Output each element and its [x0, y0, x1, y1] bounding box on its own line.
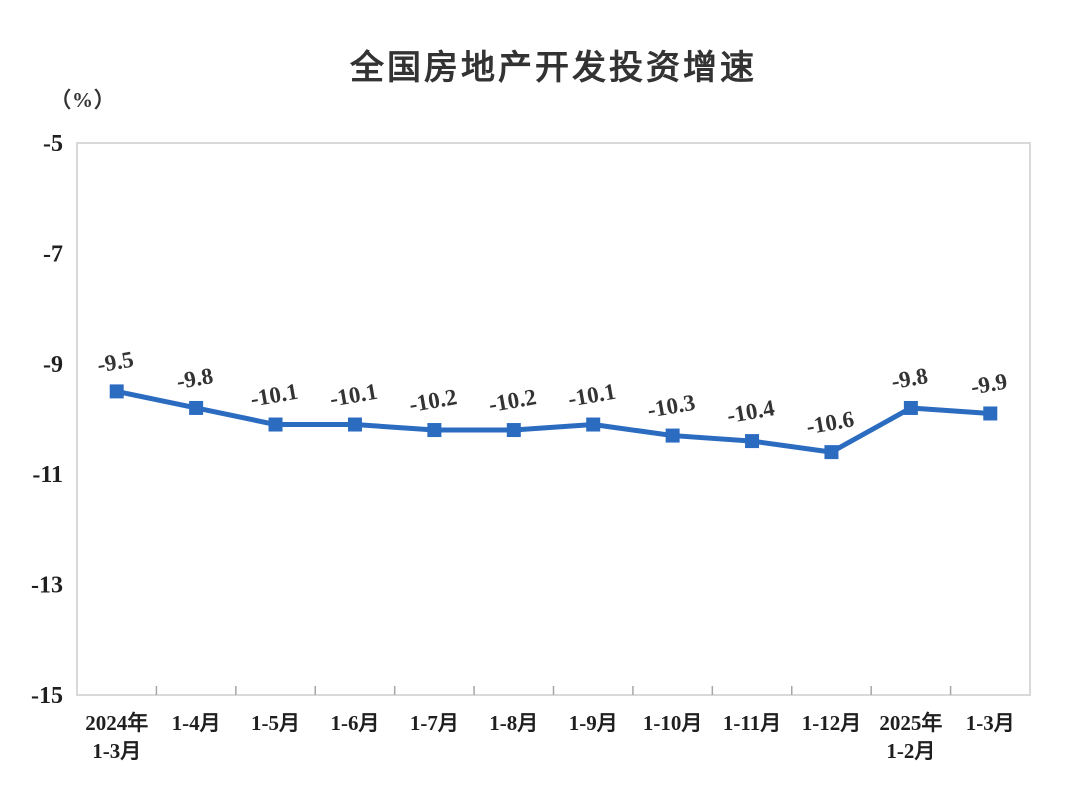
- data-point-marker: [903, 400, 918, 415]
- y-axis-tick-label: -5: [43, 131, 63, 157]
- x-axis-category-label: 1-6月: [330, 711, 379, 735]
- data-point-label: -10.1: [566, 379, 618, 412]
- data-point-marker: [745, 434, 760, 449]
- data-point-label: -10.1: [328, 379, 380, 412]
- y-axis-unit-label: （%）: [50, 88, 116, 112]
- x-axis-category-label: 2025年: [879, 711, 942, 735]
- x-axis-category-label: 1-4月: [172, 711, 221, 735]
- y-axis-tick-label: -13: [31, 573, 63, 599]
- data-point-label: -10.1: [248, 379, 300, 412]
- x-axis-category-label: 1-11月: [723, 711, 781, 735]
- data-point-label: -9.9: [969, 369, 1009, 400]
- data-point-label: -10.3: [646, 390, 698, 423]
- data-point-label: -10.6: [804, 406, 856, 439]
- data-point-label: -10.2: [407, 384, 459, 417]
- data-point-marker: [268, 417, 283, 432]
- x-axis-category-label: 1-3月: [966, 711, 1015, 735]
- x-axis-category-label: 1-12月: [802, 711, 862, 735]
- data-point-label: -9.8: [175, 363, 215, 394]
- x-axis-category-label: 1-8月: [489, 711, 538, 735]
- data-point-label: -10.2: [487, 384, 539, 417]
- data-point-marker: [347, 417, 362, 432]
- data-point-marker: [586, 417, 601, 432]
- chart-title: 全国房地产开发投资增速: [350, 49, 757, 87]
- data-point-marker: [506, 423, 521, 438]
- x-axis-category-label: 1-5月: [251, 711, 300, 735]
- x-axis-category-label: 1-2月: [886, 739, 935, 763]
- data-line: [114, 388, 993, 455]
- y-axis-tick-label: -11: [32, 462, 63, 488]
- data-point-marker: [665, 428, 680, 443]
- x-axis-category-label: 1-9月: [569, 711, 618, 735]
- data-point-marker: [427, 423, 442, 438]
- y-axis-tick-label: -15: [31, 683, 63, 709]
- x-axis-category-label: 2024年: [85, 711, 148, 735]
- data-point-marker: [189, 400, 204, 415]
- x-axis-category-label: 1-3月: [92, 739, 141, 763]
- data-point-label: -10.4: [725, 395, 777, 428]
- y-axis-tick-label: -9: [43, 352, 63, 378]
- data-point-label: -9.5: [95, 347, 135, 378]
- x-axis-category-label: 1-10月: [643, 711, 703, 735]
- data-point-marker: [824, 445, 839, 460]
- y-axis-tick-label: -7: [43, 241, 63, 267]
- data-point-marker: [983, 406, 998, 421]
- data-point-marker: [109, 384, 124, 399]
- data-point-label: -9.8: [889, 363, 929, 394]
- x-axis-category-label: 1-7月: [410, 711, 459, 735]
